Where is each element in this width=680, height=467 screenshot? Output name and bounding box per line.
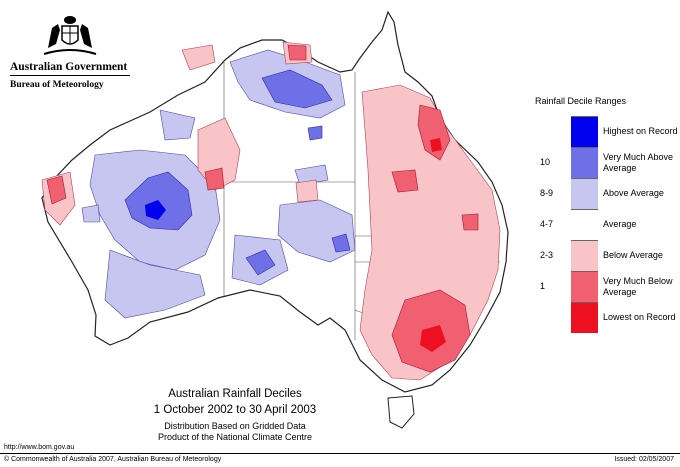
legend-range xyxy=(540,116,564,147)
highest-on-record-regions xyxy=(145,200,166,220)
legend-label: Above Average xyxy=(603,188,664,198)
legend-row-below: 2-3 Below Average xyxy=(540,240,680,271)
lowest-on-record-regions xyxy=(420,138,446,352)
legend-swatch-highest xyxy=(571,116,598,147)
legend-label: Very Much Below Average xyxy=(603,275,673,297)
legend-row-above: 8-9 Above Average xyxy=(540,178,680,209)
map-subtitle-2: Product of the National Climate Centre xyxy=(157,432,313,442)
legend-range: 8-9 xyxy=(540,188,554,198)
legend-row-average: 4-7 Average xyxy=(540,209,680,240)
legend-range: 2-3 xyxy=(540,250,554,260)
legend-label: Highest on Record xyxy=(603,126,678,136)
map-period: 1 October 2002 to 30 April 2003 xyxy=(153,404,317,416)
website-link[interactable]: http://www.bom.gov.au xyxy=(4,444,75,451)
legend-range: 4-7 xyxy=(540,219,554,229)
legend-label: Below Average xyxy=(603,250,663,260)
legend-row-highest: Highest on Record xyxy=(540,116,680,147)
legend-row-very-much-above: 10 Very Much Above Average xyxy=(540,147,680,178)
map-subtitle-1: Distribution Based on Gridded Data xyxy=(164,421,306,431)
legend-row-lowest: Lowest on Record xyxy=(540,302,680,333)
legend-swatch-above xyxy=(571,178,598,209)
legend-swatch-very-much-below xyxy=(571,271,598,302)
legend-range xyxy=(540,302,564,333)
legend-range: 10 xyxy=(540,157,551,167)
map-title: Australian Rainfall Deciles xyxy=(168,388,302,400)
legend-range: 1 xyxy=(540,281,546,291)
government-title: Australian Government xyxy=(10,61,130,76)
legend-label: Very Much Above Average xyxy=(603,151,674,173)
footer-divider xyxy=(0,453,680,454)
legend-swatch-lowest xyxy=(571,302,598,333)
coat-of-arms-icon xyxy=(43,16,97,55)
issued-date: Issued: 02/05/2007 xyxy=(614,456,674,463)
legend-swatch-below xyxy=(571,240,598,271)
copyright-text: © Commonwealth of Australia 2007, Austra… xyxy=(4,456,222,463)
legend-label: Lowest on Record xyxy=(603,312,676,322)
legend-label: Average xyxy=(603,219,637,229)
legend-swatch-very-much-above xyxy=(571,147,598,178)
legend-row-very-much-below: 1 Very Much Below Average xyxy=(540,271,680,302)
legend-swatch-average xyxy=(571,209,598,240)
legend-title: Rainfall Decile Ranges xyxy=(535,96,627,106)
tasmania xyxy=(387,395,415,429)
bureau-title: Bureau of Meteorology xyxy=(10,80,104,90)
